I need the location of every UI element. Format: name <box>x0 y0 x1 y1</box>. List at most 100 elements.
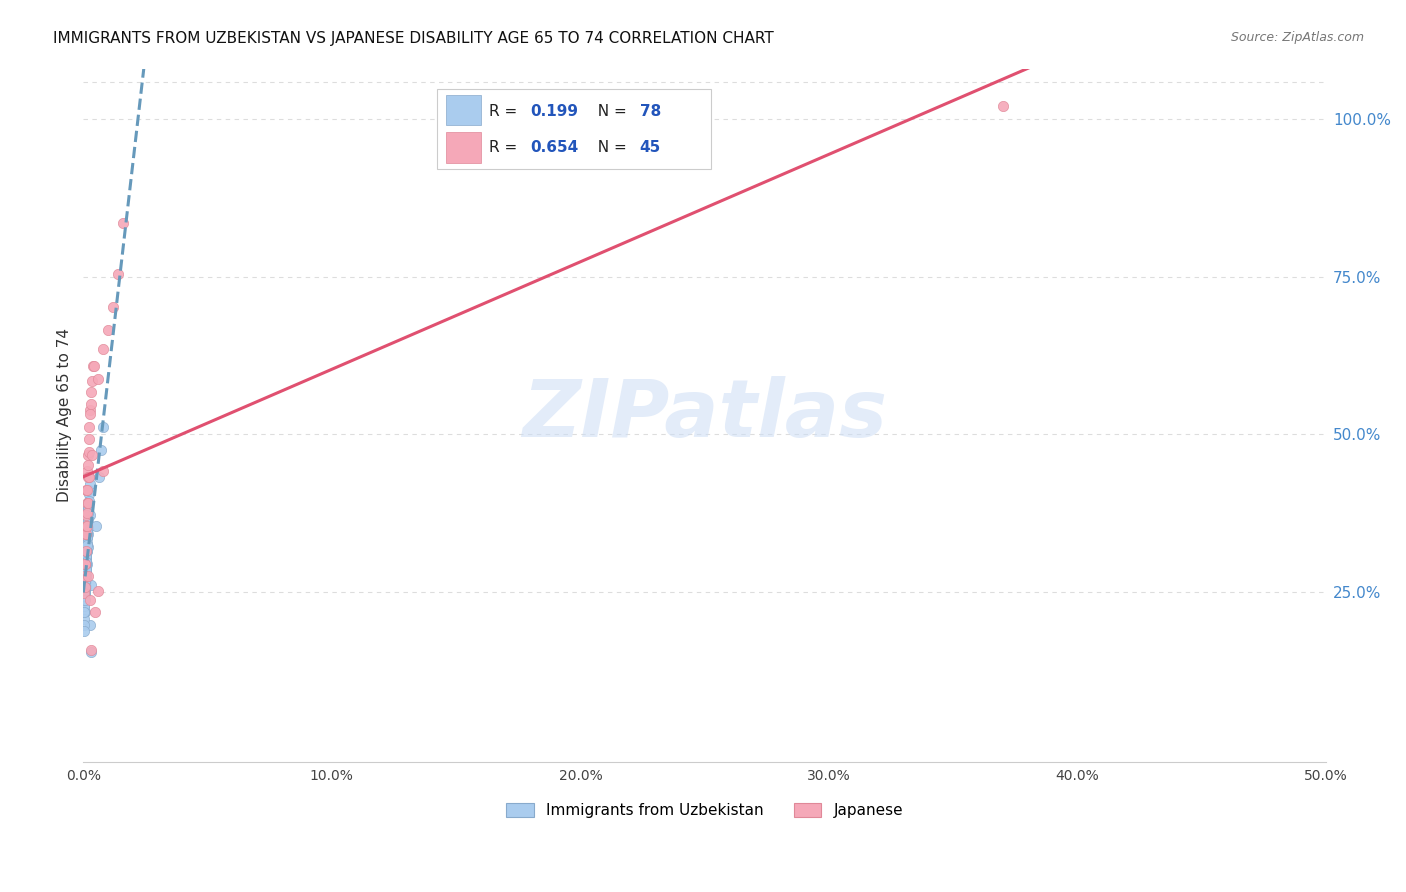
Point <box>73 605 96 619</box>
Point <box>75 557 97 571</box>
Point <box>82 359 104 374</box>
Point <box>79 407 101 421</box>
Text: ZIPatlas: ZIPatlas <box>522 376 887 455</box>
Point <box>75 563 97 577</box>
Point <box>73 557 96 571</box>
Point <box>87 583 110 598</box>
Point <box>79 476 101 491</box>
Point <box>75 549 97 563</box>
Point <box>77 470 100 484</box>
Point <box>76 557 98 571</box>
Point <box>73 527 96 541</box>
Point <box>82 374 104 388</box>
Point <box>73 618 96 632</box>
Point <box>75 557 97 571</box>
Point <box>73 612 96 626</box>
Y-axis label: Disability Age 65 to 74: Disability Age 65 to 74 <box>58 328 72 502</box>
Point <box>79 403 101 417</box>
Point <box>73 586 96 600</box>
Point <box>77 420 100 434</box>
Point <box>73 592 96 607</box>
Point <box>79 508 101 523</box>
Point <box>75 580 97 594</box>
Point <box>84 519 107 533</box>
Point <box>77 470 100 484</box>
Point <box>75 574 97 588</box>
Point <box>80 384 103 399</box>
Point <box>73 592 96 607</box>
Point <box>77 433 100 447</box>
Point <box>80 645 103 659</box>
Point <box>75 574 97 588</box>
Point <box>97 323 120 337</box>
Point <box>75 580 97 594</box>
Point <box>77 495 100 509</box>
Point <box>75 569 97 583</box>
Point <box>80 643 103 657</box>
Point <box>75 555 97 569</box>
Point <box>75 550 97 565</box>
Point <box>107 267 129 281</box>
Point <box>76 519 98 533</box>
Point <box>77 448 100 462</box>
Point <box>89 470 111 484</box>
Point <box>75 580 97 594</box>
Point <box>76 464 98 478</box>
Point <box>73 599 96 613</box>
Point <box>75 574 97 588</box>
Point <box>73 586 96 600</box>
Point <box>77 501 100 516</box>
Point <box>991 99 1014 113</box>
Point <box>76 544 98 558</box>
Point <box>91 420 114 434</box>
Point <box>75 519 97 533</box>
Point <box>76 515 98 529</box>
Point <box>75 569 97 583</box>
Point <box>75 527 97 541</box>
Point <box>90 443 112 458</box>
Point <box>112 216 135 230</box>
Point <box>79 618 101 632</box>
Point <box>84 605 107 619</box>
Point <box>76 540 98 554</box>
Point <box>73 605 96 619</box>
Point <box>75 544 97 558</box>
Point <box>77 483 100 497</box>
Point <box>73 599 96 613</box>
Point <box>75 555 97 569</box>
Point <box>75 555 97 569</box>
Point <box>75 586 97 600</box>
Point <box>73 605 96 619</box>
Point <box>76 521 98 535</box>
Point <box>91 343 114 357</box>
Point <box>75 592 97 607</box>
Point <box>75 508 97 523</box>
Point <box>73 624 96 639</box>
Point <box>76 532 98 546</box>
Point <box>75 586 97 600</box>
Point <box>77 487 100 501</box>
Legend: Immigrants from Uzbekistan, Japanese: Immigrants from Uzbekistan, Japanese <box>501 797 910 824</box>
Point <box>79 592 101 607</box>
Point <box>75 580 97 594</box>
Text: IMMIGRANTS FROM UZBEKISTAN VS JAPANESE DISABILITY AGE 65 TO 74 CORRELATION CHART: IMMIGRANTS FROM UZBEKISTAN VS JAPANESE D… <box>53 31 775 46</box>
Point <box>75 563 97 577</box>
Point <box>76 495 98 509</box>
Point <box>77 527 100 541</box>
Point <box>77 493 100 508</box>
Point <box>75 550 97 565</box>
Point <box>82 448 104 462</box>
Point <box>75 557 97 571</box>
Point <box>80 577 103 591</box>
Point <box>77 569 100 583</box>
Point <box>80 397 103 411</box>
Point <box>75 563 97 577</box>
Point <box>75 574 97 588</box>
Point <box>77 506 100 520</box>
Point <box>75 569 97 583</box>
Point <box>75 569 97 583</box>
Point <box>75 483 97 497</box>
Point <box>87 372 110 386</box>
Point <box>76 538 98 552</box>
Point <box>75 550 97 565</box>
